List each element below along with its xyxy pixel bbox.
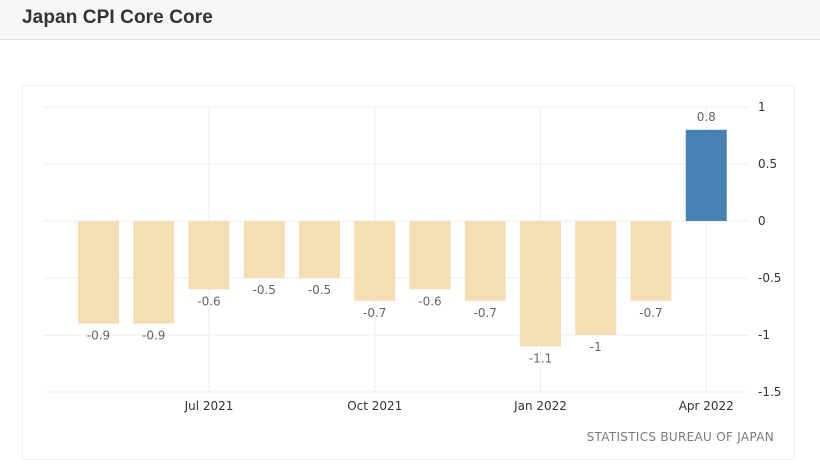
data-label: -0.7 (639, 306, 662, 320)
data-label: 0.8 (697, 110, 716, 124)
data-label: -0.9 (142, 329, 165, 343)
bar (409, 221, 451, 290)
data-label: -1.1 (529, 351, 552, 365)
bar (464, 221, 506, 301)
y-tick-label: 0 (758, 214, 766, 228)
data-label: -0.6 (418, 294, 441, 308)
x-tick-label: Oct 2021 (347, 399, 402, 413)
y-tick-label: -1 (758, 328, 770, 342)
y-tick-label: -0.5 (758, 271, 781, 285)
data-label: -0.7 (474, 306, 497, 320)
bar (575, 221, 617, 335)
data-label: -0.5 (253, 283, 276, 297)
page-title: Japan CPI Core Core (22, 7, 213, 28)
x-tick-label: Jul 2021 (184, 399, 234, 413)
bar (133, 221, 175, 324)
y-tick-label: 1 (758, 100, 766, 114)
bar (354, 221, 396, 301)
bar (299, 221, 340, 278)
y-tick-label: 0.5 (758, 157, 777, 171)
bar (78, 221, 119, 324)
data-label: -0.7 (363, 306, 386, 320)
bar (520, 221, 561, 347)
data-label: -0.9 (87, 329, 110, 343)
bar (685, 129, 727, 221)
x-tick-label: Jan 2022 (513, 399, 567, 413)
bar (630, 221, 672, 301)
x-tick-label: Apr 2022 (679, 399, 734, 413)
data-label: -1 (590, 340, 602, 354)
data-label: -0.6 (197, 294, 220, 308)
header-bar: Japan CPI Core Core (0, 0, 820, 40)
bar (188, 221, 230, 290)
bar (243, 221, 285, 278)
source-label: STATISTICS BUREAU OF JAPAN (586, 430, 774, 444)
y-tick-label: -1.5 (758, 385, 781, 399)
data-label: -0.5 (308, 283, 331, 297)
